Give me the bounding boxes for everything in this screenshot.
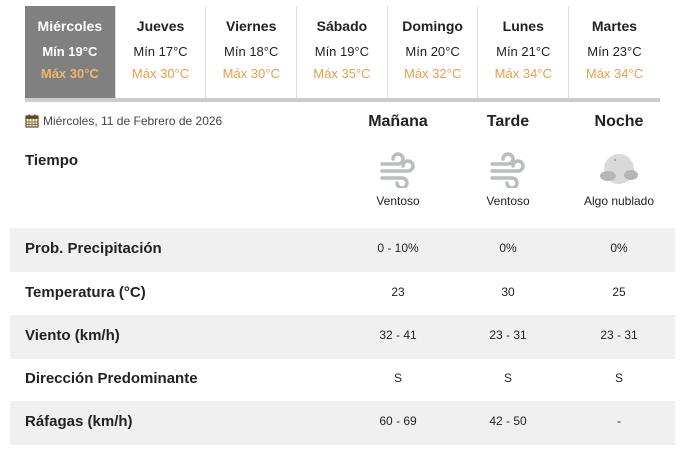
- value-tarde: 23 - 31: [489, 328, 527, 342]
- value-tarde: 0%: [499, 241, 517, 255]
- partly-cloudy-night-icon: [600, 154, 638, 184]
- day-tabs: Miércoles Mín 19°C Máx 30°C Jueves Mín 17°C…: [25, 6, 660, 102]
- row-label: Dirección Predominante: [25, 370, 198, 387]
- tab-day-1[interactable]: Jueves Mín 17°C Máx 30°C: [116, 6, 207, 98]
- wind-icon: [380, 152, 415, 188]
- tab-day-6[interactable]: Martes Mín 23°C Máx 34°C: [569, 6, 660, 98]
- weather-text: Ventoso: [486, 194, 530, 208]
- row-direccion: Dirección Predominante S S S: [10, 358, 675, 402]
- value-noche: -: [617, 414, 621, 428]
- max-temp: Máx 30°C: [222, 66, 280, 81]
- value-tarde: S: [503, 371, 512, 385]
- tab-day-5[interactable]: Lunes Mín 21°C Máx 34°C: [478, 6, 570, 98]
- min-temp: Mín 18°C: [224, 44, 279, 59]
- tab-day-2[interactable]: Viernes Mín 18°C Máx 30°C: [206, 6, 298, 98]
- value-manana: 60 - 69: [379, 414, 417, 428]
- weather-cell: Algo nublado: [564, 150, 674, 208]
- row-label: Ráfagas (km/h): [25, 413, 133, 430]
- day-name: Martes: [591, 18, 638, 34]
- tab-day-4[interactable]: Domingo Mín 20°C Máx 32°C: [388, 6, 479, 98]
- row-label: Prob. Precipitación: [25, 240, 162, 257]
- day-name: Lunes: [502, 18, 544, 34]
- value-noche: 0%: [610, 241, 628, 255]
- day-name: Sábado: [316, 18, 368, 34]
- row-label: Temperatura (°C): [25, 284, 146, 301]
- min-temp: Mín 19°C: [42, 44, 98, 59]
- min-temp: Mín 20°C: [405, 44, 460, 59]
- selected-date: Miércoles, 11 de Febrero de 2026: [25, 114, 222, 128]
- day-name: Domingo: [402, 18, 463, 34]
- value-manana: 32 - 41: [379, 328, 417, 342]
- column-header-noche: Noche: [594, 113, 644, 130]
- max-temp: Máx 30°C: [131, 66, 190, 81]
- min-temp: Mín 23°C: [587, 44, 642, 59]
- row-viento: Viento (km/h) 32 - 41 23 - 31 23 - 31: [10, 315, 675, 359]
- weather-cell: Ventoso: [453, 150, 563, 208]
- max-temp: Máx 34°C: [494, 66, 552, 81]
- value-noche: 23 - 31: [600, 328, 638, 342]
- day-name: Viernes: [226, 18, 277, 34]
- value-noche: 25: [612, 285, 626, 299]
- calendar-icon: [25, 114, 39, 128]
- min-temp: Mín 21°C: [496, 44, 551, 59]
- day-name: Miércoles: [37, 18, 103, 34]
- value-noche: S: [614, 371, 623, 385]
- row-rafagas: Ráfagas (km/h) 60 - 69 42 - 50 -: [10, 401, 675, 445]
- max-temp: Máx 34°C: [585, 66, 644, 81]
- weather-text: Algo nublado: [583, 194, 655, 208]
- value-tarde: 42 - 50: [489, 414, 527, 428]
- date-text: Miércoles, 11 de Febrero de 2026: [43, 114, 223, 128]
- value-manana: 23: [391, 285, 405, 299]
- row-label: Viento (km/h): [25, 327, 120, 344]
- tab-day-3[interactable]: Sábado Mín 19°C Máx 35°C: [297, 6, 388, 98]
- row-temperatura: Temperatura (°C) 23 30 25: [10, 272, 675, 316]
- min-temp: Mín 17°C: [133, 44, 188, 59]
- value-manana: S: [393, 371, 402, 385]
- day-name: Jueves: [136, 18, 185, 34]
- weather-cell: Ventoso: [343, 150, 453, 208]
- min-temp: Mín 19°C: [314, 44, 370, 59]
- max-temp: Máx 35°C: [313, 66, 371, 81]
- value-manana: 0 - 10%: [377, 241, 419, 255]
- row-precipitacion: Prob. Precipitación 0 - 10% 0% 0%: [10, 228, 675, 272]
- column-header-manana: Mañana: [368, 113, 428, 130]
- value-tarde: 30: [501, 285, 515, 299]
- wind-icon: [490, 152, 525, 188]
- tab-day-0[interactable]: Miércoles Mín 19°C Máx 30°C: [25, 6, 116, 98]
- row-tiempo: Tiempo: [10, 140, 675, 184]
- max-temp: Máx 30°C: [40, 66, 99, 81]
- row-label: Tiempo: [25, 152, 79, 169]
- weather-text: Ventoso: [376, 194, 420, 208]
- max-temp: Máx 32°C: [403, 66, 462, 81]
- column-header-tarde: Tarde: [486, 113, 530, 130]
